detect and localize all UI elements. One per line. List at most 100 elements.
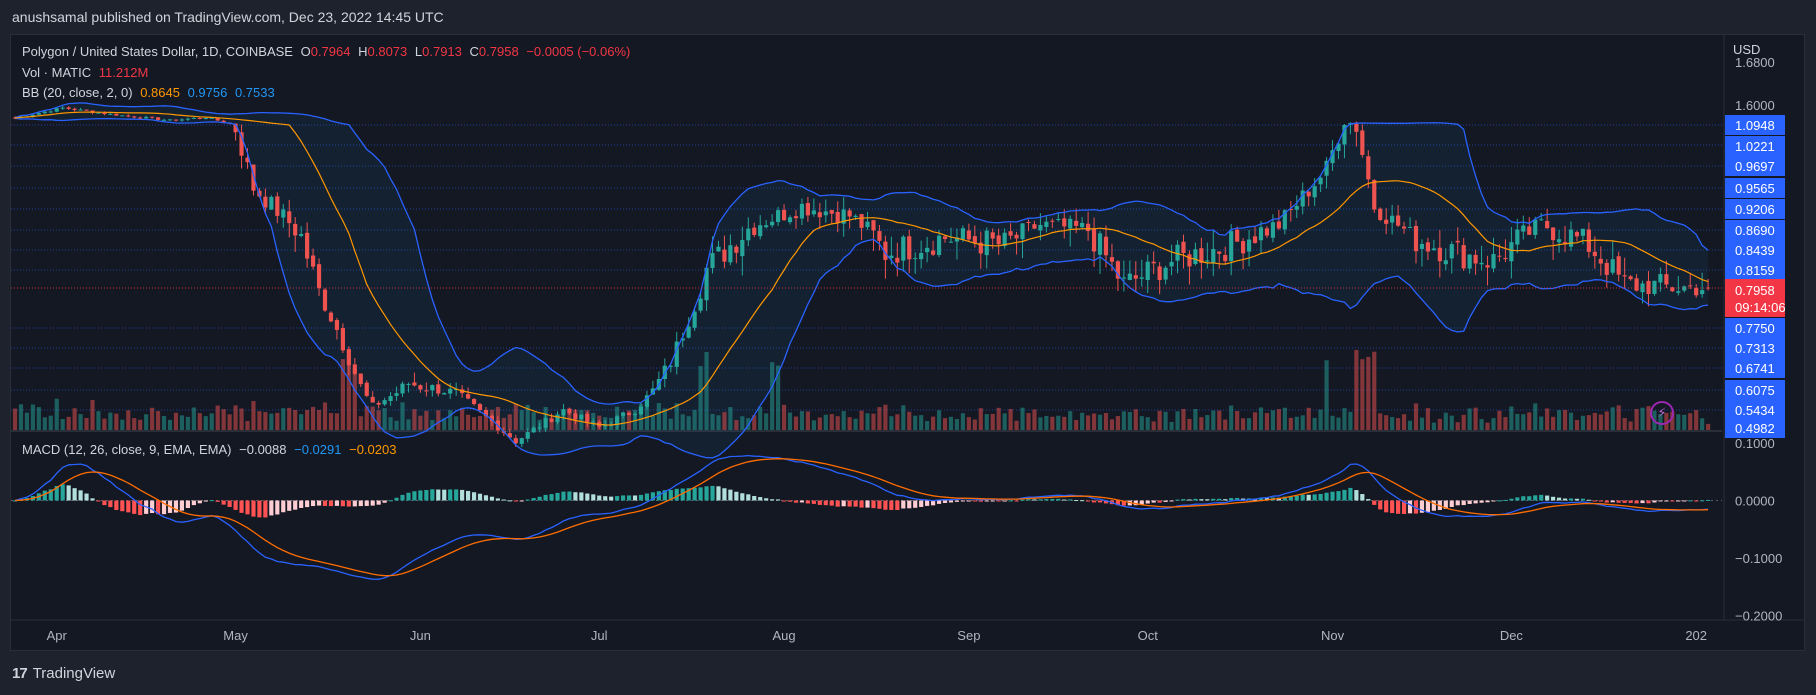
candle-body bbox=[42, 111, 47, 114]
candle-body bbox=[173, 119, 179, 121]
macd-hist-bar bbox=[1151, 500, 1156, 503]
tradingview-brand[interactable]: 17 TradingView bbox=[12, 665, 115, 682]
macd-hist-bar bbox=[1360, 494, 1365, 501]
macd-hist-bar bbox=[650, 492, 655, 501]
candle-body bbox=[841, 209, 846, 224]
volume-bar bbox=[215, 405, 220, 430]
candle-body bbox=[942, 236, 948, 239]
volume-bar bbox=[1157, 410, 1162, 430]
price-level-label: 0.6741 bbox=[1735, 361, 1775, 376]
candle-body bbox=[72, 108, 77, 111]
volume-bar bbox=[644, 406, 650, 430]
macd-hist-bar bbox=[66, 485, 71, 501]
volume-bar bbox=[686, 416, 691, 430]
volume-bar bbox=[1086, 415, 1091, 430]
price-level-box bbox=[1725, 318, 1785, 338]
macd-hist-bar bbox=[680, 488, 685, 501]
candle-body bbox=[346, 349, 351, 366]
chart-frame[interactable] bbox=[10, 34, 1805, 651]
candle-body bbox=[978, 242, 983, 254]
bb-upper-line bbox=[14, 102, 1709, 405]
macd-hist-bar bbox=[215, 500, 220, 502]
candle-body bbox=[579, 414, 584, 420]
macd-hist-bar bbox=[1115, 500, 1120, 506]
macd-hist-bar bbox=[978, 500, 983, 502]
volume-bar bbox=[245, 420, 250, 430]
macd-hist-bar bbox=[96, 500, 101, 502]
volume-bar bbox=[1354, 350, 1359, 430]
header-bar: anushsamal published on TradingView.com,… bbox=[0, 0, 1816, 34]
macd-hist-bar bbox=[376, 500, 381, 505]
macd-legend[interactable]: MACD (12, 26, close, 9, EMA, EMA) −0.008… bbox=[22, 442, 400, 457]
volume-bar bbox=[78, 414, 83, 430]
volume-bar bbox=[525, 404, 530, 430]
volume-bar bbox=[1700, 418, 1705, 430]
volume-bar bbox=[907, 411, 912, 430]
symbol-legend[interactable]: Polygon / United States Dollar, 1D, COIN… bbox=[22, 44, 634, 59]
volume-bar bbox=[466, 414, 471, 430]
volume-bar bbox=[1020, 407, 1025, 430]
macd-hist-bar bbox=[817, 500, 822, 505]
volume-bar bbox=[1485, 422, 1490, 430]
macd-hist-bar bbox=[132, 500, 137, 514]
macd-hist-bar bbox=[1330, 491, 1335, 501]
volume-bar bbox=[1586, 415, 1591, 430]
candle-body bbox=[150, 116, 155, 118]
price-level-box bbox=[1725, 199, 1785, 219]
macd-hist-bar bbox=[328, 500, 334, 507]
candle-body bbox=[817, 212, 822, 218]
bb-fill bbox=[15, 102, 1709, 458]
price-level-box bbox=[1725, 338, 1785, 358]
candle-body bbox=[1628, 276, 1633, 280]
macd-hist-bar bbox=[185, 500, 190, 509]
candle-body bbox=[752, 227, 757, 235]
macd-hist-bar bbox=[370, 500, 375, 506]
volume-bar bbox=[340, 359, 345, 430]
price-level-label: 0.9697 bbox=[1735, 159, 1775, 174]
candle-body bbox=[1074, 220, 1079, 226]
macd-hist-bar bbox=[1539, 494, 1544, 501]
macd-hist-bar bbox=[42, 490, 47, 501]
candle-body bbox=[489, 415, 495, 422]
macd-hist-bar bbox=[1527, 496, 1532, 501]
volume-bar bbox=[793, 416, 799, 430]
candle-body bbox=[883, 241, 888, 260]
candle-body bbox=[316, 264, 322, 289]
volume-bar bbox=[781, 404, 787, 430]
volume-bar bbox=[1491, 418, 1496, 430]
macd-hist-bar bbox=[1640, 500, 1645, 504]
candle-body bbox=[436, 384, 441, 394]
volume-bar bbox=[1002, 413, 1007, 430]
macd-hist-bar bbox=[1384, 500, 1389, 513]
volume-legend[interactable]: Vol · MATIC 11.212M bbox=[22, 65, 152, 80]
macd-hist-bar bbox=[90, 498, 95, 501]
macd-hist-bar bbox=[1455, 500, 1460, 506]
last-price-label: 0.7958 bbox=[1735, 283, 1775, 298]
volume-bar bbox=[1556, 410, 1562, 430]
currency-label[interactable]: USD bbox=[1733, 42, 1761, 57]
macd-hist-bar bbox=[662, 490, 667, 501]
macd-label: MACD (12, 26, close, 9, EMA, EMA) bbox=[22, 442, 232, 457]
macd-hist-bar bbox=[722, 488, 727, 501]
volume-bar bbox=[776, 365, 781, 430]
macd-hist-bar bbox=[1598, 500, 1603, 502]
macd-hist-bar bbox=[1533, 495, 1538, 501]
macd-hist-bar bbox=[227, 500, 232, 507]
candle-body bbox=[167, 119, 173, 121]
candle-body bbox=[722, 249, 727, 262]
candle-body bbox=[185, 118, 190, 120]
candle-body bbox=[1670, 287, 1675, 292]
volume-bar bbox=[811, 420, 816, 430]
macd-hist-bar bbox=[1080, 500, 1085, 502]
candle-body bbox=[293, 223, 298, 236]
lightning-icon[interactable]: ⚡ bbox=[1650, 401, 1674, 425]
brand-name: TradingView bbox=[32, 665, 116, 682]
bb-lower-value: 0.7533 bbox=[234, 85, 275, 100]
volume-bar bbox=[1688, 413, 1693, 430]
candle-body bbox=[382, 400, 387, 405]
candle-body bbox=[621, 412, 626, 416]
bb-legend[interactable]: BB (20, close, 2, 0) 0.8645 0.9756 0.753… bbox=[22, 85, 279, 100]
macd-hist-bar bbox=[1449, 500, 1454, 507]
candle-body bbox=[1419, 243, 1425, 249]
